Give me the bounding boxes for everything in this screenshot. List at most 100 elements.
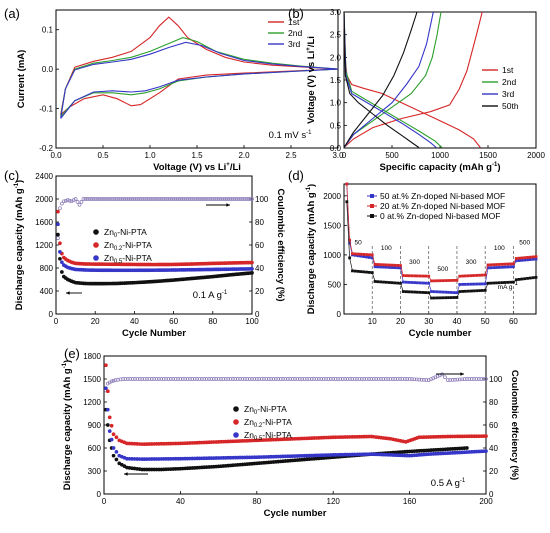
d-series-point-1 [396, 264, 400, 267]
d-series-point-1 [489, 263, 493, 267]
d-ytick-label: 500 [328, 280, 342, 289]
c-ce-point [120, 197, 125, 201]
e-legend-0-suffix: -Ni-PTA [257, 404, 287, 414]
d-xtick-label: 30 [424, 317, 433, 326]
d-series-point-2 [526, 276, 529, 280]
c-series-0.5-point [58, 250, 62, 254]
panel-b: 0 500 1000 1500 2000 0.0 0.5 1.0 1.5 2.0 2.5 3.0 Spe… [288, 6, 545, 173]
b-ylabel-suffix: /Li [306, 36, 317, 47]
e-legend-0-label: Zn0-Ni-PTA [244, 404, 287, 416]
d-series-point-0 [421, 281, 425, 285]
e-series-0.5-point [114, 449, 119, 454]
a-ytick-label: 0.1 [42, 26, 54, 35]
d-series-point-1 [509, 262, 512, 266]
e-ce-point [472, 377, 476, 381]
d-rate-label-7: mA g-1 [498, 281, 519, 291]
e-ce-point [178, 377, 183, 381]
b-legend-2nd-label: 2nd [502, 77, 516, 87]
e-annotation-text: 0.5 A g [431, 478, 460, 489]
d-series-point-1 [514, 257, 518, 260]
e-ce-point [422, 378, 426, 382]
d-series-point-0 [452, 291, 456, 294]
b-ytick-label: 0.5 [330, 121, 342, 130]
d-series-point-2 [520, 277, 524, 281]
e-legend-0.5-label: Zn0.5-Ni-PTA [244, 430, 292, 442]
c-ce-point [101, 197, 105, 201]
d-series-point-0 [495, 266, 498, 269]
c-ce-point [210, 197, 215, 201]
d-legend-1-marker [370, 204, 374, 208]
e-ce-point [152, 377, 156, 381]
d-series-point-1 [418, 274, 422, 278]
c-ytick-label: 1600 [35, 218, 53, 227]
c-ce-point [152, 197, 156, 201]
d-series-point-1 [500, 262, 504, 266]
c-ce-point [226, 197, 231, 201]
a-xlabel-suffix: /Li [230, 162, 241, 173]
c-legend-0.5-text: Zn [104, 253, 114, 263]
e-ytick-label: 900 [88, 421, 102, 430]
d-series-point-2 [404, 290, 408, 294]
e-ce-point [410, 377, 414, 381]
a-annotation-text: 0.1 mV s [269, 130, 307, 141]
d-xtick-label: 10 [368, 317, 377, 326]
d-series-point-2 [486, 281, 490, 285]
e-legend-0-sub: 0 [254, 410, 258, 416]
e-xtick-label: 80 [252, 497, 261, 506]
e-legend-0.2-label: Zn0.2-Ni-PTA [244, 417, 292, 429]
e-ce-point [331, 377, 336, 381]
e-ce-point [180, 377, 185, 381]
e-ce-point [207, 377, 211, 381]
d-series-point-0 [478, 282, 481, 286]
d-series-point-2 [458, 290, 462, 293]
e-ce-point [367, 377, 371, 381]
d-series-point-1 [461, 274, 464, 278]
d-ylabel: Discharge capacity (mAh g-1) [306, 184, 317, 314]
d-legend-0-text: 50 at.% Zn-doped Ni-based MOF [380, 191, 505, 201]
c-ce-point [97, 197, 101, 201]
e-ce-point [450, 378, 455, 382]
d-ylabel-suffix: ) [306, 184, 317, 187]
e-ce-point [126, 377, 130, 381]
b-series-2nd-charge [343, 11, 442, 148]
d-series-point-2 [469, 289, 473, 293]
e-ce-point [445, 378, 450, 382]
d-series-point-0 [438, 290, 442, 294]
d-series-point-2 [353, 269, 357, 273]
e-ce-point [424, 378, 429, 382]
e-ce-point [211, 377, 216, 381]
c-series-0.5-point [250, 267, 254, 271]
e-ce-point [235, 377, 240, 381]
e-ce-point [195, 377, 199, 381]
d-series-point-2 [489, 281, 493, 285]
b-series-3rd-charge [343, 11, 434, 148]
e-ce-point [431, 376, 436, 381]
c-ce-point [122, 197, 127, 201]
c-ce-point [244, 197, 248, 201]
e-ce-point [137, 377, 142, 381]
d-series-point-1 [503, 262, 507, 266]
c-ce-point [250, 197, 254, 201]
d-series-point-2 [492, 281, 496, 285]
e-ce-point [340, 377, 345, 381]
panel-e: 0 40 80 120 160 2000300600900120015001800Cycl… [62, 346, 520, 519]
a-xtick-label: 0.5 [97, 151, 109, 160]
c-ce-point [220, 197, 225, 201]
e-ce-point [113, 378, 118, 382]
d-series-point-1 [401, 274, 405, 277]
c-legend-0.2-marker [93, 242, 99, 248]
c-y2tick-label: 60 [255, 241, 264, 250]
d-series-point-1 [486, 263, 490, 267]
e-ce-point [247, 377, 252, 381]
e-legend-0.5-marker [233, 432, 239, 438]
d-series-point-1 [478, 273, 481, 277]
e-ce-point [297, 377, 302, 381]
d-series-point-1 [528, 255, 532, 259]
d-series-point-2 [472, 289, 476, 293]
e-series-0-point [111, 453, 116, 458]
e-ce-point [200, 377, 204, 381]
d-series-point-0 [390, 266, 394, 269]
d-series-point-0 [534, 257, 538, 261]
c-ce-point [236, 197, 241, 201]
a-legend-2nd-label: 2nd [288, 28, 302, 38]
